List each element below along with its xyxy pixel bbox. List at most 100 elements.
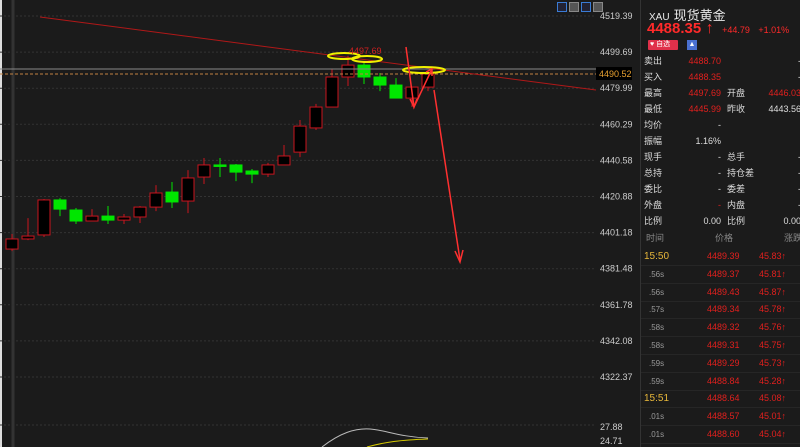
y-tick-label: 4401.18: [600, 228, 633, 238]
candle[interactable]: [53, 198, 67, 217]
quote-label: 现手: [644, 152, 663, 162]
tick-price: 4488.64: [707, 393, 740, 404]
candle[interactable]: [373, 72, 387, 92]
candle[interactable]: [181, 170, 195, 214]
quote-value: 0.00: [783, 216, 800, 226]
watchlist-button[interactable]: ♥ 自选: [648, 40, 678, 50]
tick-price: 4488.57: [707, 411, 740, 422]
candlestick-chart[interactable]: 4490.52 4497.69 4519.39 4499.69 4479.99 446…: [0, 0, 640, 447]
tick-change: 45.73↑: [759, 357, 787, 368]
candle-body: [21, 235, 35, 240]
quote-value: 4445.99: [688, 104, 721, 114]
tick-row: 15:50 4489.39 45.83↑: [641, 248, 800, 266]
candle[interactable]: [37, 199, 51, 237]
candle[interactable]: [21, 218, 35, 241]
quote-value: -: [798, 53, 800, 69]
candle-body: [293, 125, 307, 153]
quote-row: 外盘-内盘-: [641, 197, 800, 213]
tick-row: .56s 4489.37 45.81↑: [641, 266, 800, 284]
quote-label: 最低: [644, 104, 663, 114]
drawn-arrows[interactable]: [405, 46, 464, 265]
quote-value: -: [798, 165, 800, 181]
candle-body: [117, 216, 131, 221]
candle[interactable]: [357, 61, 371, 84]
play-icon[interactable]: [581, 2, 591, 12]
candle[interactable]: [245, 168, 259, 184]
candle[interactable]: [85, 209, 99, 222]
candle-body: [101, 215, 115, 221]
candle[interactable]: [213, 157, 227, 178]
quote-row: 买入 4488.35 -: [641, 69, 800, 85]
quote-value: -: [798, 197, 800, 213]
bell-icon[interactable]: ▲: [687, 40, 697, 50]
candle-body: [229, 164, 243, 173]
candle[interactable]: [101, 205, 115, 224]
quote-row: 最高 4497.69 开盘 4446.03: [641, 85, 800, 101]
chart-icon[interactable]: [569, 2, 579, 12]
candle[interactable]: [309, 103, 323, 130]
y-tick-label: 4479.99: [600, 83, 633, 93]
candle[interactable]: [149, 185, 163, 212]
y-tick-label: 4342.08: [600, 336, 633, 346]
trendline[interactable]: [39, 16, 597, 91]
candle-body: [5, 238, 19, 250]
tick-price: 4488.60: [707, 429, 740, 439]
candle-body: [37, 199, 51, 236]
tick-change: 45.75↑: [759, 340, 787, 350]
tick-row: .58s 4489.32 45.76↑: [641, 319, 800, 338]
symbol-name: 现货黄金: [673, 8, 726, 23]
quote-value: -: [718, 168, 721, 178]
quote-row: 均价 -: [641, 117, 800, 133]
candle-body: [261, 164, 275, 175]
quote-label: 卖出: [644, 56, 663, 66]
y-tick-label: 4381.48: [600, 264, 633, 274]
candle-body: [373, 76, 387, 86]
price-line: 4488.35 ↑ +44.79 +1.01%: [647, 20, 789, 38]
candle[interactable]: [5, 234, 19, 252]
tick-change: 45.04↑: [759, 429, 787, 439]
candle[interactable]: [117, 214, 131, 224]
ticks-header: 时间 价格 涨跌: [641, 230, 800, 246]
grid-icon[interactable]: [557, 2, 567, 12]
candle[interactable]: [165, 181, 179, 209]
tick-price: 4489.31: [707, 340, 740, 350]
tick-row: .58s 4489.31 45.75↑: [641, 337, 800, 355]
candle-body: [325, 76, 339, 108]
candle[interactable]: [277, 144, 291, 166]
quote-value: -: [718, 152, 721, 162]
watchlist-label: 自选: [656, 41, 671, 48]
quote-value: 4488.35: [688, 72, 721, 82]
symbol-code: XAU: [649, 12, 670, 23]
indicator-line-1: [321, 428, 429, 447]
candle-body: [277, 155, 291, 166]
candle[interactable]: [197, 157, 211, 185]
tick-change: 45.76↑: [759, 322, 787, 333]
highlight-ellipse[interactable]: [402, 66, 446, 74]
quote-label: 最高: [644, 88, 663, 98]
tick-change: 45.78↑: [759, 304, 787, 315]
tick-price: 4489.43: [707, 286, 740, 297]
highlight-ellipse[interactable]: [351, 55, 383, 63]
quote-value: -: [718, 184, 721, 194]
indicator-tick: 24.71: [600, 436, 623, 446]
candle-body: [165, 191, 179, 203]
high-annotation: 4497.69: [349, 46, 382, 56]
tick-row: .57s 4489.34 45.78↑: [641, 301, 800, 320]
quote-label: 持仓差: [727, 168, 755, 178]
candle[interactable]: [69, 208, 83, 224]
minus-icon[interactable]: [593, 2, 603, 12]
tick-time: .59s: [649, 358, 665, 368]
y-tick-label: 4519.39: [600, 11, 633, 21]
candle[interactable]: [261, 162, 275, 178]
candle[interactable]: [293, 120, 307, 158]
candle[interactable]: [229, 164, 243, 182]
tick-change: 45.87↑: [759, 286, 787, 297]
candle[interactable]: [389, 78, 403, 99]
quote-label: 买入: [644, 72, 663, 82]
candle[interactable]: [341, 55, 355, 86]
candle[interactable]: [133, 205, 147, 224]
candle[interactable]: [325, 68, 339, 108]
quote-row: 总持-持仓差-: [641, 165, 800, 181]
candle-body: [53, 199, 67, 210]
quote-label: 开盘: [727, 88, 746, 98]
